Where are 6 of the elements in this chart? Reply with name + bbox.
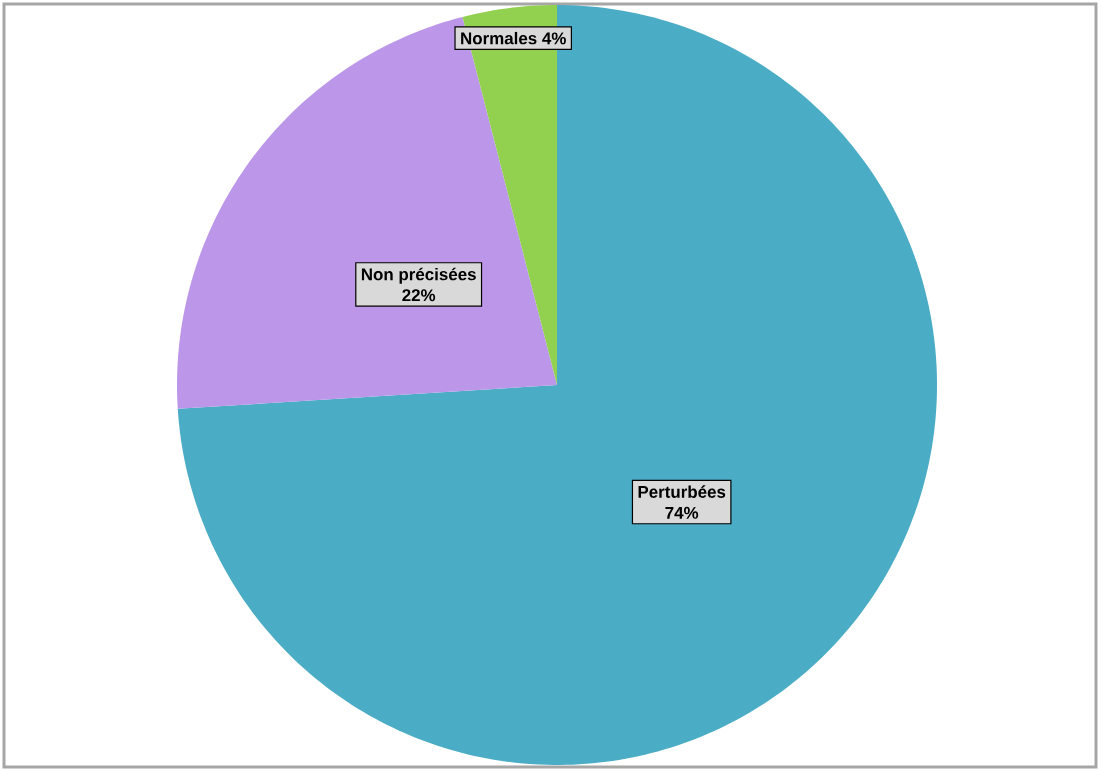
slice-label: Normales (461, 31, 537, 45)
slice-label: Perturbées (638, 485, 726, 498)
data-label: 74% (665, 506, 699, 519)
data-label: 22% (402, 289, 436, 302)
data-label: 4% (542, 32, 566, 45)
slice-label: Non précisées (361, 267, 476, 284)
